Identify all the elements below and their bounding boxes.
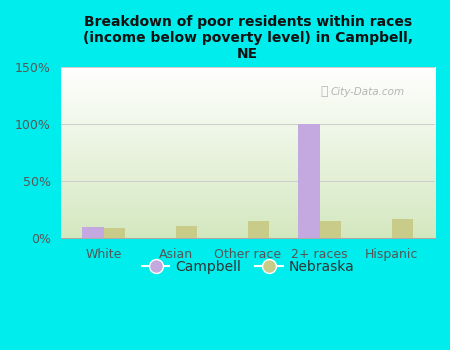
Bar	[248, 221, 270, 238]
Title: Breakdown of poor residents within races
(income below poverty level) in Campbel: Breakdown of poor residents within races…	[83, 15, 413, 61]
Bar	[104, 228, 126, 238]
Text: City-Data.com: City-Data.com	[330, 88, 404, 98]
Bar	[176, 226, 198, 238]
Bar	[392, 219, 414, 238]
Legend: Campbell, Nebraska: Campbell, Nebraska	[136, 254, 360, 280]
Text: ⦿: ⦿	[321, 85, 328, 98]
Bar	[82, 227, 104, 238]
Bar	[298, 124, 320, 238]
Bar	[320, 221, 342, 238]
